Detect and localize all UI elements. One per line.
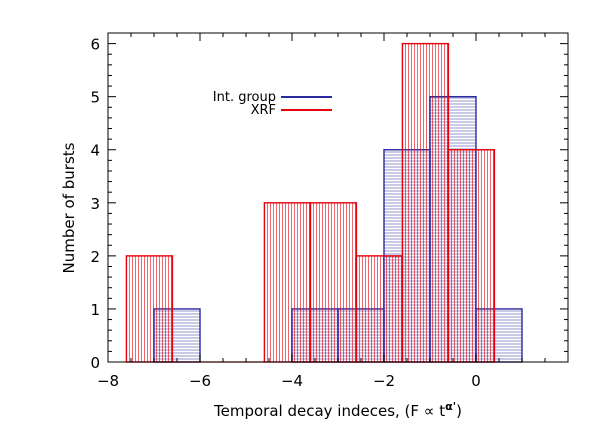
xrf-bar-3 bbox=[263, 202, 312, 363]
legend-label-int-group: Int. group bbox=[213, 90, 276, 105]
legend: Int. group XRF bbox=[213, 90, 332, 118]
x-axis-title: Temporal decay indeces, (F ∝ tα') bbox=[213, 400, 462, 420]
x-tick-label: −8 bbox=[97, 372, 119, 390]
x-tick-label: 0 bbox=[471, 372, 481, 390]
int-group-bar-0 bbox=[153, 308, 201, 363]
x-tick-label: −6 bbox=[189, 372, 211, 390]
y-tick-label: 5 bbox=[90, 89, 100, 107]
y-axis-title: Number of bursts bbox=[60, 142, 78, 273]
y-tick-label: 3 bbox=[90, 195, 100, 213]
int-group-bars bbox=[153, 95, 523, 363]
x-tick-label: −2 bbox=[373, 372, 395, 390]
y-tick-label: 2 bbox=[90, 248, 100, 266]
y-tick-label: 4 bbox=[90, 142, 100, 160]
y-tick-label: 0 bbox=[90, 354, 100, 372]
x-tick-label: −4 bbox=[281, 372, 303, 390]
legend-label-xrf: XRF bbox=[251, 103, 276, 118]
xrf-bar-0 bbox=[125, 255, 174, 363]
int-group-bar-3 bbox=[383, 149, 431, 363]
xrf-bar-6 bbox=[401, 42, 450, 363]
y-tick-label: 1 bbox=[90, 301, 100, 319]
int-group-bar-5 bbox=[475, 308, 523, 363]
xrf-bars bbox=[125, 42, 496, 363]
axis-ticks: −8 −6 −4 −2 0 0 1 2 3 4 5 6 bbox=[90, 33, 568, 390]
y-tick-label: 6 bbox=[90, 36, 100, 54]
xrf-bar-7 bbox=[447, 149, 496, 363]
